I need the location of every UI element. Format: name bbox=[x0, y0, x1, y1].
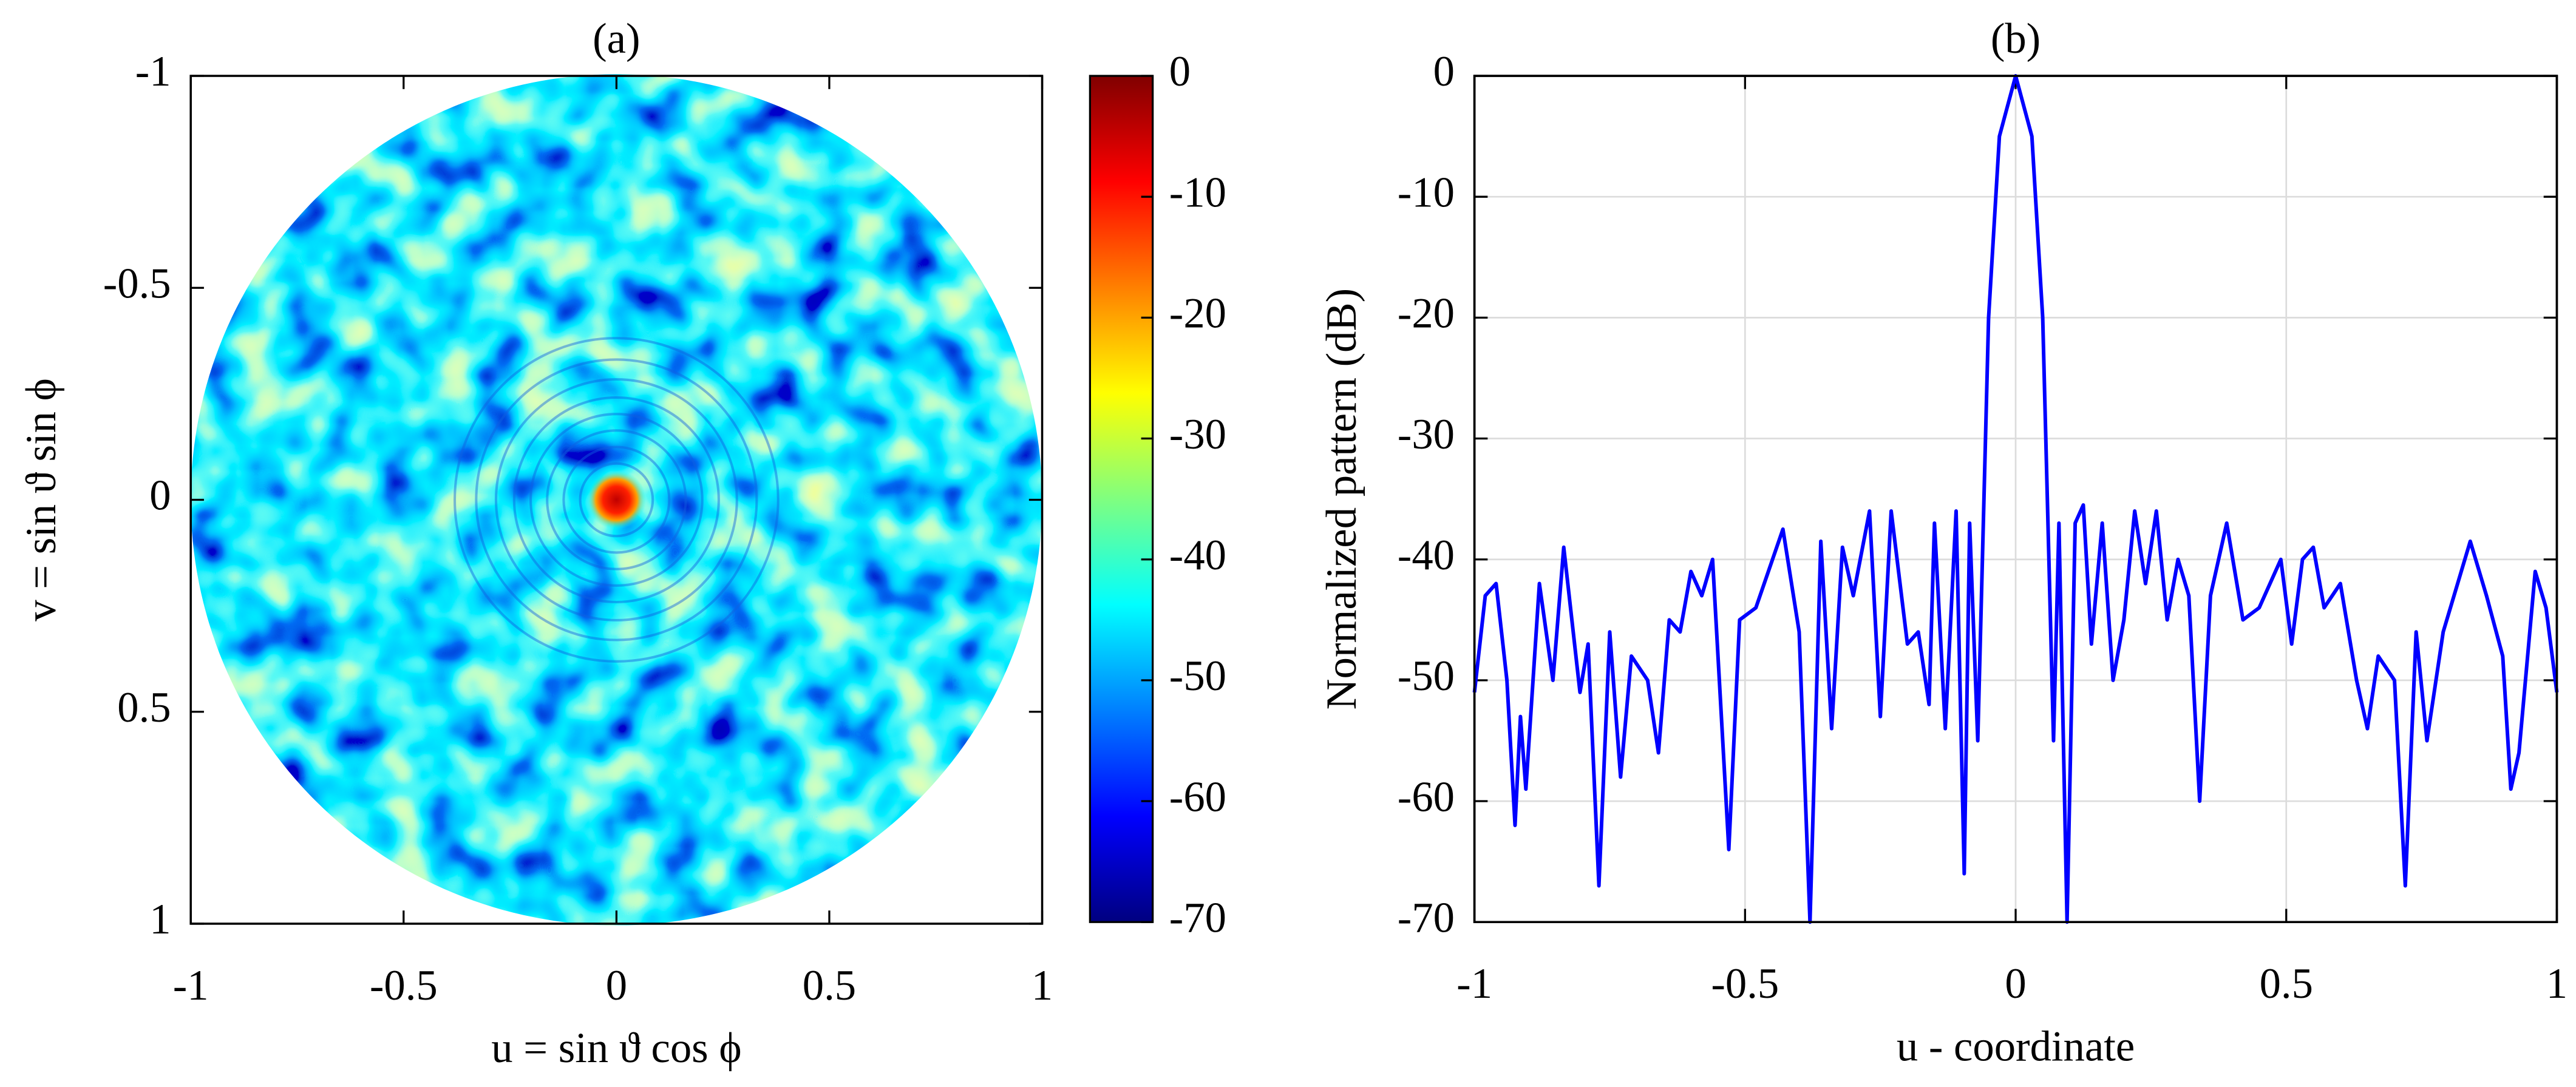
pattern-line bbox=[1472, 74, 2559, 924]
x-tick-label: 1 bbox=[1031, 962, 1053, 1009]
y-tick-label: -20 bbox=[1398, 290, 1455, 337]
x-tick-label: 0.5 bbox=[803, 962, 856, 1009]
colorbar-tick-label: -40 bbox=[1169, 532, 1226, 579]
x-tick-label: -0.5 bbox=[1711, 960, 1779, 1007]
x-tick-label: 0.5 bbox=[2260, 960, 2313, 1007]
panel-title: (a) bbox=[593, 15, 640, 63]
x-tick-label: -0.5 bbox=[370, 962, 438, 1009]
y-tick-label: -10 bbox=[1398, 169, 1455, 216]
x-tick-label: 0 bbox=[2005, 960, 2026, 1007]
y-tick-label: 1 bbox=[149, 896, 171, 943]
y-axis-label: Normalized pattern (dB) bbox=[1318, 288, 1365, 710]
colorbar-tick-label: -30 bbox=[1169, 411, 1226, 458]
y-tick-label: -40 bbox=[1398, 532, 1455, 579]
y-tick-label: -1 bbox=[135, 48, 171, 95]
pattern-disk bbox=[191, 74, 1042, 926]
y-tick-label: -70 bbox=[1398, 894, 1455, 941]
colorbar-tick-label: 0 bbox=[1169, 48, 1191, 95]
main-beam bbox=[586, 470, 647, 530]
y-axis-label: v = sin ϑ sin ϕ bbox=[18, 378, 65, 621]
colorbar-tick-label: -20 bbox=[1169, 290, 1226, 337]
x-tick-label: -1 bbox=[1456, 960, 1492, 1007]
ring-pattern bbox=[453, 337, 780, 663]
y-tick-label: 0.5 bbox=[117, 684, 171, 731]
panel-title: (b) bbox=[1991, 15, 2041, 63]
x-tick-label: 0 bbox=[606, 962, 627, 1009]
colorbar-tick-label: -50 bbox=[1169, 652, 1226, 700]
y-tick-label: -60 bbox=[1398, 773, 1455, 821]
x-tick-label: 1 bbox=[2546, 960, 2568, 1007]
y-tick-label: -50 bbox=[1398, 652, 1455, 700]
y-tick-label: -30 bbox=[1398, 411, 1455, 458]
colorbar-tick-label: -60 bbox=[1169, 773, 1226, 821]
y-tick-label: 0 bbox=[149, 472, 171, 520]
colorbar-tick-label: -10 bbox=[1169, 169, 1226, 216]
x-tick-label: -1 bbox=[173, 962, 209, 1009]
y-tick-label: 0 bbox=[1433, 48, 1455, 95]
x-axis-label: u = sin ϑ cos ϕ bbox=[491, 1024, 741, 1072]
x-axis-label: u - coordinate bbox=[1897, 1023, 2135, 1070]
axes-box bbox=[189, 75, 1044, 925]
colorbar-tick-label: -70 bbox=[1169, 894, 1226, 941]
y-tick-label: -0.5 bbox=[103, 260, 171, 307]
axes-box bbox=[1473, 75, 2558, 923]
colorbar bbox=[1089, 75, 1154, 923]
